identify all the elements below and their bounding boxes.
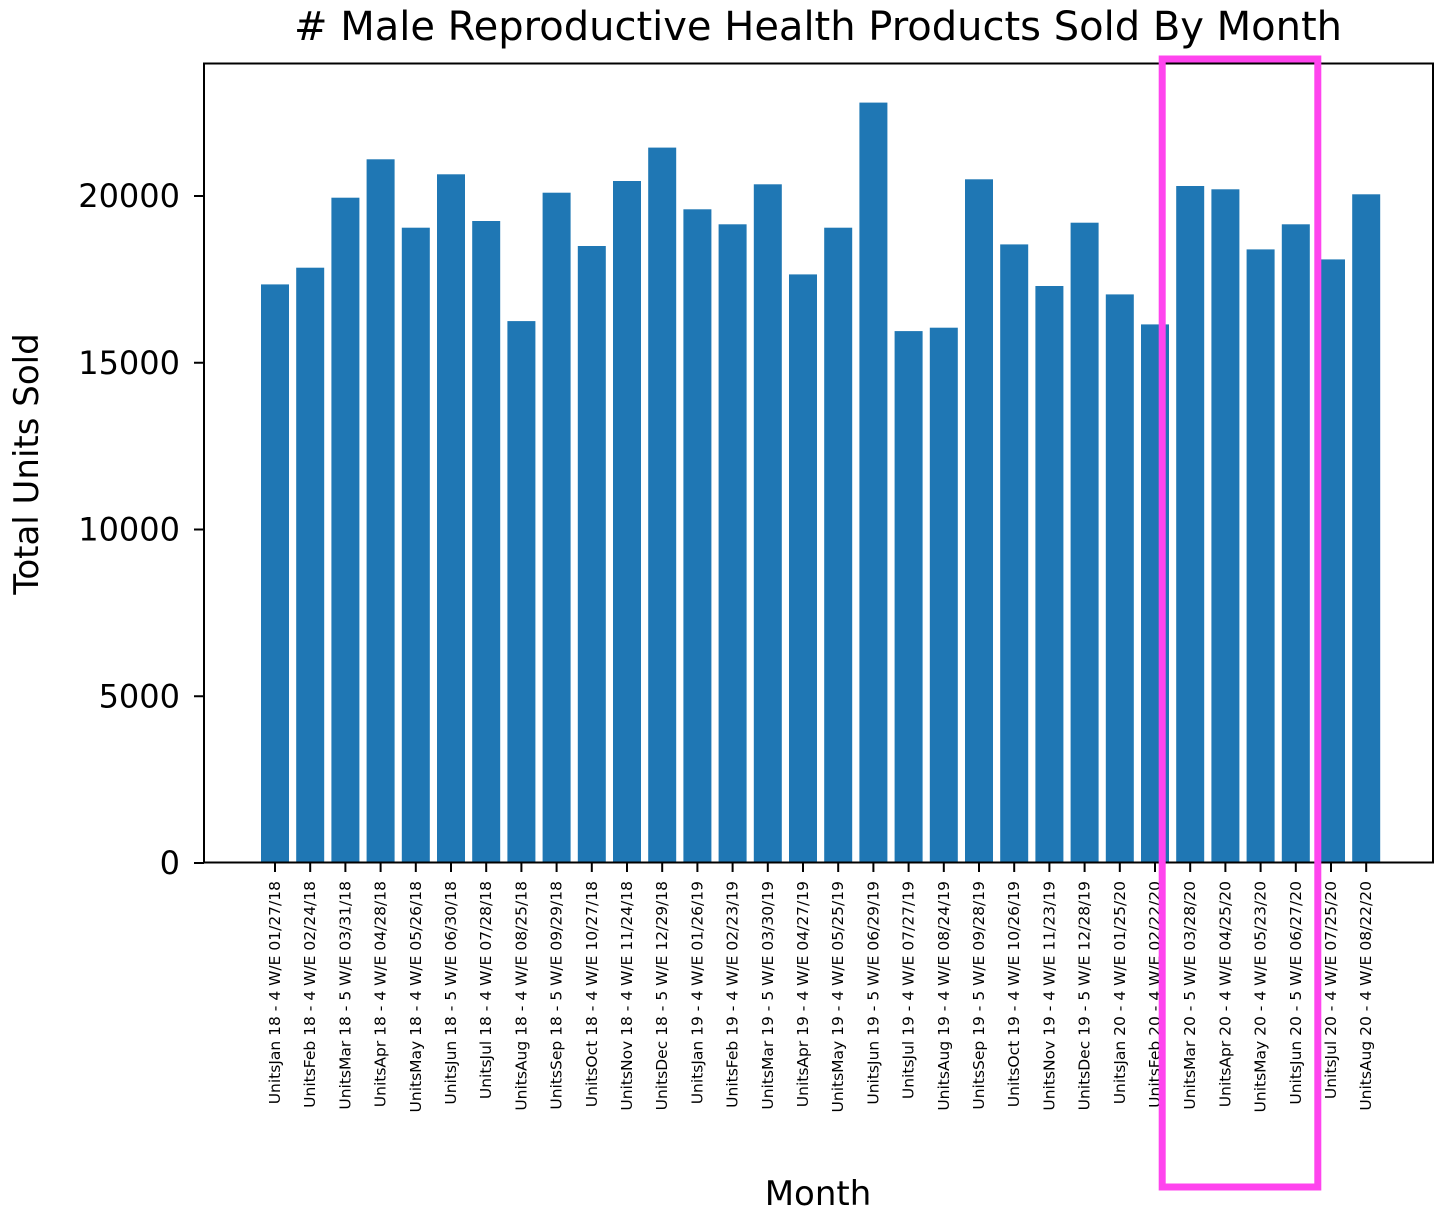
plot-frame <box>203 62 1434 864</box>
bar <box>331 197 360 863</box>
x-tick-label: UnitsJun 19 - 5 W/E 06/29/19 <box>864 881 882 1105</box>
x-tick-label: UnitsApr 19 - 4 W/E 04/27/19 <box>794 881 812 1107</box>
x-tick-label: UnitsDec 19 - 5 W/E 12/28/19 <box>1076 881 1094 1110</box>
x-tick-label: UnitsMar 18 - 5 W/E 03/31/18 <box>336 881 354 1110</box>
y-tick-label: 5000 <box>99 677 180 715</box>
bar <box>1070 222 1099 863</box>
x-tick-label: UnitsNov 19 - 4 W/E 11/23/19 <box>1040 881 1058 1111</box>
highlight-box <box>1158 55 1322 1191</box>
x-tick-label: UnitsMay 19 - 4 W/E 05/25/19 <box>829 881 847 1112</box>
bar <box>789 274 817 863</box>
x-tick-label: UnitsJan 19 - 4 W/E 01/26/19 <box>688 881 706 1104</box>
bar <box>366 159 395 864</box>
y-tick-label: 10000 <box>78 511 180 549</box>
bar <box>542 192 571 863</box>
bar <box>613 181 641 863</box>
y-tick-label: 20000 <box>78 177 180 215</box>
chart-title: # Male Reproductive Health Products Sold… <box>294 4 1342 50</box>
x-tick-label: UnitsJul 18 - 4 W/E 07/28/18 <box>477 881 495 1099</box>
bar <box>753 184 782 864</box>
bar <box>1317 259 1345 863</box>
bar <box>472 221 501 863</box>
bar <box>648 147 677 864</box>
x-tick-label: UnitsOct 19 - 4 W/E 10/26/19 <box>1005 881 1023 1107</box>
bars-group <box>261 102 1381 864</box>
bar <box>577 246 606 863</box>
bar <box>683 209 712 864</box>
x-tick-label: UnitsOct 18 - 4 W/E 10/27/18 <box>583 881 601 1107</box>
x-tick-label: UnitsJun 20 - 5 W/E 06/27/20 <box>1287 881 1305 1105</box>
x-tick-label: UnitsMar 19 - 5 W/E 03/30/19 <box>759 881 777 1110</box>
bar <box>894 331 923 864</box>
x-tick-label: UnitsAug 20 - 4 W/E 08/22/20 <box>1357 881 1375 1111</box>
highlight-group <box>1158 55 1322 1191</box>
bar <box>437 174 465 864</box>
x-tick-label: UnitsSep 19 - 5 W/E 09/28/19 <box>970 881 988 1110</box>
bar <box>296 267 325 863</box>
bar <box>1000 244 1029 863</box>
x-ticks-group: UnitsJan 18 - 4 W/E 01/27/18 UnitsFeb 18 … <box>266 863 1375 1112</box>
x-tick-label: UnitsJul 20 - 4 W/E 07/25/20 <box>1322 881 1340 1099</box>
x-tick-label: UnitsDec 18 - 5 W/E 12/29/18 <box>653 881 671 1110</box>
y-axis-label: Total Units Sold <box>7 333 47 595</box>
bar <box>1176 186 1205 863</box>
bar <box>859 102 888 864</box>
x-tick-label: UnitsSep 18 - 5 W/E 09/29/18 <box>548 881 566 1110</box>
x-tick-label: UnitsApr 18 - 4 W/E 04/28/18 <box>372 881 390 1107</box>
x-tick-label: UnitsMar 20 - 5 W/E 03/28/20 <box>1181 881 1199 1110</box>
bar <box>401 227 430 863</box>
y-ticks-group: 0 5000 10000 15000 20000 <box>78 177 204 882</box>
x-tick-label: UnitsFeb 19 - 4 W/E 02/23/19 <box>724 881 742 1108</box>
bar <box>1211 189 1240 864</box>
x-tick-label: UnitsMay 20 - 4 W/E 05/23/20 <box>1252 881 1270 1112</box>
bar <box>1246 249 1275 863</box>
bar <box>718 224 747 864</box>
x-tick-label: UnitsNov 18 - 4 W/E 11/24/18 <box>618 881 636 1111</box>
x-tick-label: UnitsAug 18 - 4 W/E 08/25/18 <box>512 881 530 1111</box>
x-tick-label: UnitsApr 20 - 4 W/E 04/25/20 <box>1216 881 1234 1107</box>
bar <box>261 284 289 863</box>
bar <box>507 321 536 864</box>
bar <box>1105 294 1134 863</box>
bar <box>824 227 853 863</box>
bar <box>1281 224 1310 864</box>
x-tick-label: UnitsFeb 18 - 4 W/E 02/24/18 <box>301 881 319 1108</box>
x-tick-label: UnitsJan 18 - 4 W/E 01/27/18 <box>266 881 284 1104</box>
x-tick-label: UnitsJul 19 - 4 W/E 07/27/19 <box>900 881 918 1099</box>
bar <box>1035 286 1064 863</box>
bar <box>1352 194 1381 864</box>
y-tick-label: 0 <box>160 844 180 882</box>
bar <box>965 179 993 864</box>
x-tick-label: UnitsJun 18 - 5 W/E 06/30/18 <box>442 881 460 1105</box>
x-tick-label: UnitsJan 20 - 4 W/E 01/25/20 <box>1111 881 1129 1104</box>
x-axis-label: Month <box>765 1174 872 1214</box>
x-tick-label: UnitsAug 19 - 4 W/E 08/24/19 <box>935 881 953 1111</box>
y-tick-label: 15000 <box>78 344 180 382</box>
x-tick-label: UnitsMay 18 - 4 W/E 05/26/18 <box>407 881 425 1112</box>
bar <box>929 327 958 863</box>
